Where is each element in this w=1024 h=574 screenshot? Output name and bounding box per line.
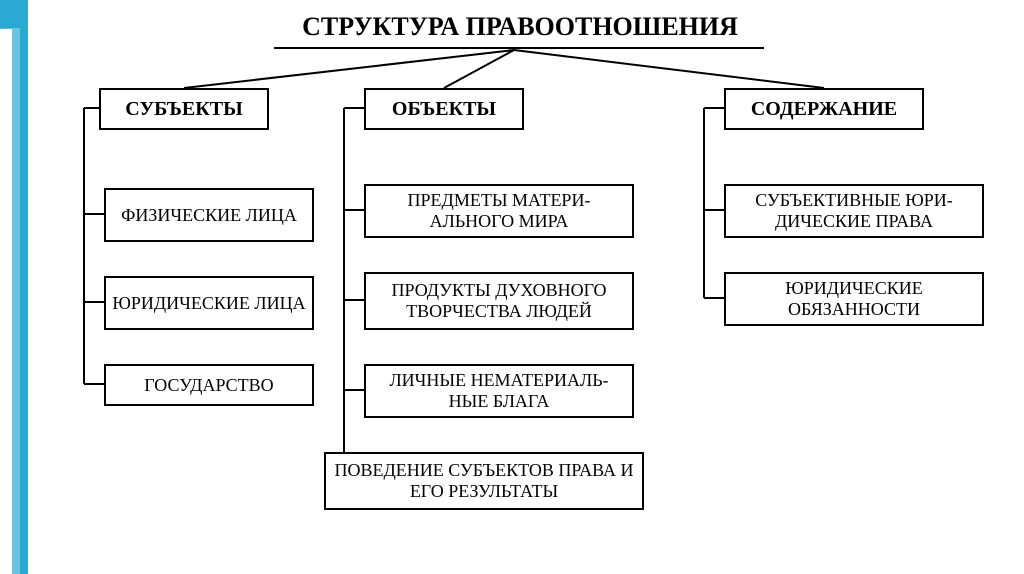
leaf-subjects-2: ГОСУДАРСТВО (104, 364, 314, 406)
diagram-canvas: СТРУКТУРА ПРАВООТНОШЕНИЯ СУБЪЕКТЫ ОБЪЕКТ… (44, 4, 996, 574)
leaf-content-0: СУБЪЕКТИВНЫЕ ЮРИ-ДИЧЕСКИЕ ПРАВА (724, 184, 984, 238)
leaf-content-1: ЮРИДИЧЕСКИЕ ОБЯЗАННОСТИ (724, 272, 984, 326)
diagram-title: СТРУКТУРА ПРАВООТНОШЕНИЯ (44, 12, 996, 42)
header-content: СОДЕРЖАНИЕ (724, 88, 924, 130)
leaf-objects-1: ПРОДУКТЫ ДУХОВНОГО ТВОРЧЕСТВА ЛЮДЕЙ (364, 272, 634, 330)
accent-bar-inner (12, 28, 20, 574)
header-objects: ОБЪЕКТЫ (364, 88, 524, 130)
leaf-objects-0: ПРЕДМЕТЫ МАТЕРИ-АЛЬНОГО МИРА (364, 184, 634, 238)
leaf-subjects-1: ЮРИДИЧЕСКИЕ ЛИЦА (104, 276, 314, 330)
header-subjects: СУБЪЕКТЫ (99, 88, 269, 130)
leaf-subjects-0: ФИЗИЧЕСКИЕ ЛИЦА (104, 188, 314, 242)
leaf-objects-3: ПОВЕДЕНИЕ СУБЪЕКТОВ ПРАВА И ЕГО РЕЗУЛЬТА… (324, 452, 644, 510)
leaf-objects-2: ЛИЧНЫЕ НЕМАТЕРИАЛЬ-НЫЕ БЛАГА (364, 364, 634, 418)
